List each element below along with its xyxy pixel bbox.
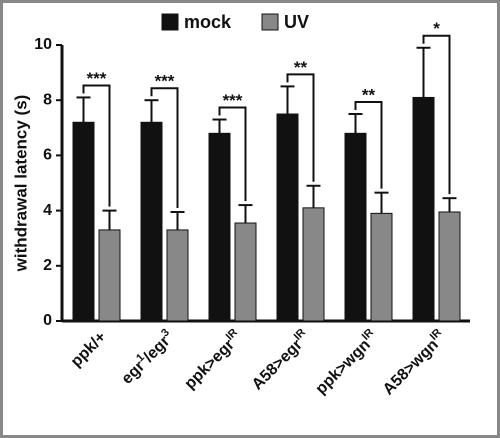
error-bar bbox=[170, 210, 185, 230]
significance-bracket bbox=[354, 101, 383, 189]
y-tick-label: 10 bbox=[34, 36, 52, 53]
significance-label: *** bbox=[223, 91, 243, 110]
bar bbox=[438, 211, 461, 322]
error-bar bbox=[238, 204, 253, 224]
legend-label: mock bbox=[184, 12, 232, 32]
bar bbox=[344, 132, 367, 322]
y-axis-label: withdrawal latency (s) bbox=[11, 95, 30, 273]
error-bar bbox=[102, 209, 117, 230]
error-bar bbox=[144, 99, 159, 123]
bar bbox=[276, 113, 299, 322]
bar bbox=[412, 96, 435, 322]
legend-label: UV bbox=[284, 12, 309, 32]
error-bar bbox=[348, 113, 363, 134]
bar bbox=[370, 212, 393, 322]
bar bbox=[208, 132, 231, 322]
legend-swatch bbox=[161, 13, 179, 31]
significance-label: * bbox=[433, 19, 440, 38]
significance-label: *** bbox=[87, 69, 107, 88]
error-bar bbox=[76, 96, 91, 123]
error-bar bbox=[442, 197, 457, 212]
bar bbox=[234, 222, 257, 322]
y-tick-label: 0 bbox=[43, 312, 52, 329]
significance-label: ** bbox=[362, 85, 376, 104]
significance-bracket bbox=[150, 87, 179, 208]
bar bbox=[72, 121, 95, 322]
y-tick-label: 2 bbox=[43, 257, 52, 274]
significance-label: ** bbox=[294, 58, 308, 77]
y-tick-label: 6 bbox=[43, 147, 52, 164]
legend-swatch bbox=[261, 13, 279, 31]
significance-bracket bbox=[422, 34, 451, 195]
y-tick-label: 8 bbox=[43, 91, 52, 108]
y-tick-label: 4 bbox=[43, 202, 52, 219]
bar bbox=[302, 207, 325, 322]
bar bbox=[166, 229, 189, 322]
error-bar bbox=[280, 85, 295, 114]
error-bar bbox=[416, 46, 431, 98]
error-bar bbox=[306, 184, 321, 208]
error-bar bbox=[374, 191, 389, 214]
error-bar bbox=[212, 118, 227, 134]
bar bbox=[98, 229, 121, 322]
bar bbox=[140, 121, 163, 322]
significance-bracket bbox=[82, 84, 111, 207]
significance-bracket bbox=[286, 73, 315, 182]
significance-bracket bbox=[218, 106, 247, 202]
significance-label: *** bbox=[155, 72, 175, 91]
